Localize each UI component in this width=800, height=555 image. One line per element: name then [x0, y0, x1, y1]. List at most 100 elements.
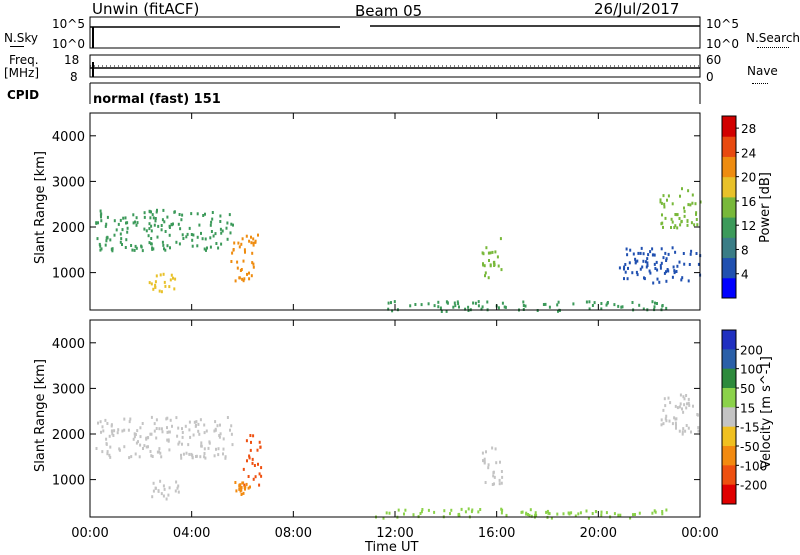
colorbar-swatch — [722, 446, 736, 466]
echo-cell — [629, 516, 632, 520]
echo-cell — [467, 507, 470, 511]
echo-cell — [117, 222, 120, 226]
echo-cell — [245, 439, 248, 443]
echo-cell — [209, 245, 212, 249]
echo-cell — [659, 198, 662, 202]
echo-cell — [125, 221, 127, 225]
echo-cell — [625, 247, 628, 251]
echo-cell — [175, 480, 178, 484]
echo-cell — [239, 486, 242, 490]
echo-cell — [134, 244, 137, 248]
echo-cell — [159, 451, 162, 455]
echo-cell — [143, 227, 146, 231]
echo-cell — [244, 487, 246, 491]
echo-cell — [687, 279, 690, 283]
echo-cell — [95, 447, 98, 450]
echo-cell — [685, 424, 688, 427]
echo-cell — [135, 223, 138, 227]
echo-cell — [495, 461, 498, 465]
echo-cell — [217, 246, 220, 250]
echo-cell — [178, 242, 181, 246]
echo-cell — [491, 250, 494, 254]
echo-cell — [412, 513, 415, 517]
echo-cell — [205, 248, 207, 252]
x-tick-label: 12:00 — [376, 526, 413, 541]
echo-cell — [640, 246, 643, 250]
echo-cell — [252, 237, 255, 241]
echo-cell — [188, 420, 191, 424]
echo-cell — [209, 236, 212, 240]
echo-cell — [682, 410, 685, 414]
echo-cell — [216, 424, 219, 428]
nsearch-label: N.Search — [746, 31, 800, 45]
echo-cell — [226, 221, 229, 225]
colorbar-swatch — [722, 465, 736, 486]
nsearch-tick-top: 10^5 — [706, 17, 739, 31]
echo-cell — [101, 425, 104, 429]
echo-cell — [487, 251, 490, 255]
echo-cell — [557, 309, 559, 313]
echo-cell — [695, 218, 698, 221]
echo-cell — [173, 210, 176, 214]
echo-cell — [150, 432, 153, 436]
echo-cell — [661, 512, 664, 516]
nsky-tick-top: 10^5 — [52, 17, 85, 31]
echo-cell — [166, 244, 169, 248]
echo-cell — [624, 270, 627, 274]
echo-cell — [236, 260, 239, 264]
echo-cell — [106, 452, 109, 456]
echo-cell — [477, 510, 480, 514]
echo-cell — [109, 455, 112, 459]
echo-cell — [683, 209, 686, 213]
echo-cell — [686, 219, 689, 223]
echo-cell — [230, 424, 233, 428]
echo-cell — [443, 509, 446, 513]
echo-cell — [221, 229, 224, 233]
echo-cell — [686, 223, 689, 227]
echo-cell — [246, 459, 248, 463]
echo-cell — [109, 238, 112, 242]
echo-cell — [641, 265, 644, 269]
echo-cell — [213, 454, 216, 458]
echo-cell — [593, 301, 596, 305]
echo-cell — [100, 215, 102, 219]
echo-cell — [215, 242, 218, 245]
echo-cell — [433, 510, 436, 514]
echo-cell — [155, 436, 158, 440]
colorbar-tick-label: -200 — [740, 479, 767, 493]
echo-cell — [427, 508, 430, 512]
echo-cell — [403, 512, 405, 516]
echo-cell — [577, 512, 580, 516]
echo-cell — [695, 212, 697, 216]
echo-cell — [164, 248, 167, 252]
echo-cell — [240, 488, 243, 492]
station-title: Unwin (fitACF) — [92, 0, 200, 18]
echo-cell — [162, 208, 165, 212]
echo-cell — [154, 280, 157, 284]
echo-cell — [191, 455, 194, 459]
echo-cell — [660, 247, 663, 251]
echo-cell — [492, 471, 495, 475]
echo-cell — [97, 221, 99, 225]
echo-cell — [691, 201, 694, 205]
echo-cell — [230, 432, 233, 436]
echo-cell — [665, 419, 668, 423]
echo-cell — [404, 508, 407, 512]
echo-cell — [220, 231, 223, 235]
echo-cell — [235, 489, 238, 493]
echo-cell — [666, 198, 668, 202]
echo-cell — [687, 426, 690, 430]
colorbar-swatch — [722, 156, 736, 178]
echo-cell — [175, 240, 178, 244]
colorbar-swatch — [722, 196, 736, 218]
colorbar-swatch — [722, 349, 736, 370]
echo-cell — [656, 268, 659, 272]
echo-cell — [489, 264, 492, 268]
echo-cell — [151, 455, 154, 458]
echo-cell — [673, 416, 676, 420]
echo-cell — [99, 248, 102, 252]
nave-tick-bottom: 0 — [706, 70, 714, 84]
echo-cell — [160, 492, 163, 496]
echo-cell — [672, 265, 675, 269]
echo-cell — [662, 256, 665, 260]
